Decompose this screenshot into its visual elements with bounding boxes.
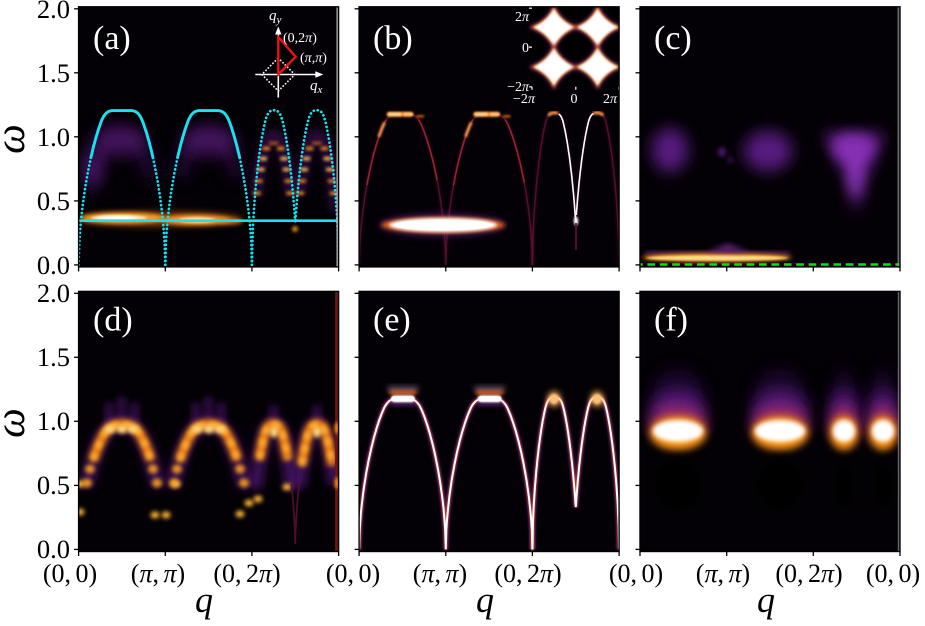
svg-text:q: q xyxy=(757,580,775,620)
svg-text:−2π: −2π xyxy=(513,92,536,107)
svg-text:0: 0 xyxy=(571,92,578,107)
svg-text:(0, 2π): (0, 2π) xyxy=(775,559,842,588)
svg-text:(0, 0): (0, 0) xyxy=(326,559,380,588)
svg-text:(π, π): (π, π) xyxy=(131,559,185,588)
svg-text:0.0: 0.0 xyxy=(37,250,70,280)
svg-text:(0, 0): (0, 0) xyxy=(866,559,920,588)
svg-text:(0, 0): (0, 0) xyxy=(43,559,97,588)
svg-text:ω: ω xyxy=(0,408,34,438)
svg-text:1.5: 1.5 xyxy=(37,58,70,88)
svg-text:(0, 2π): (0, 2π) xyxy=(494,559,561,588)
svg-text:1.0: 1.0 xyxy=(37,406,70,436)
svg-text:2π: 2π xyxy=(603,92,618,107)
svg-text:−2π: −2π xyxy=(507,80,530,95)
svg-text:(d): (d) xyxy=(93,302,133,339)
svg-text:ω: ω xyxy=(0,124,34,154)
svg-text:1.0: 1.0 xyxy=(37,122,70,152)
svg-text:0.0: 0.0 xyxy=(37,534,70,564)
svg-text:(π,π): (π,π) xyxy=(300,51,327,66)
svg-text:(0, 2π): (0, 2π) xyxy=(213,559,280,588)
svg-text:2π: 2π xyxy=(515,10,530,25)
svg-text:(a): (a) xyxy=(93,20,131,57)
svg-text:(π, π): (π, π) xyxy=(696,559,750,588)
svg-text:2.0: 2.0 xyxy=(37,0,70,24)
svg-text:1.5: 1.5 xyxy=(37,342,70,372)
svg-text:2.0: 2.0 xyxy=(37,278,70,308)
svg-text:q: q xyxy=(476,580,494,620)
svg-text:(0, 0): (0, 0) xyxy=(609,559,663,588)
svg-text:0.5: 0.5 xyxy=(37,186,70,216)
svg-text:(π, π): (π, π) xyxy=(413,559,467,588)
svg-text:(b): (b) xyxy=(373,20,413,57)
svg-text:0.5: 0.5 xyxy=(37,470,70,500)
svg-text:(f): (f) xyxy=(654,302,688,339)
svg-text:(e): (e) xyxy=(373,302,411,339)
svg-text:(c): (c) xyxy=(654,20,692,57)
svg-text:0: 0 xyxy=(522,41,529,56)
svg-text:q: q xyxy=(195,580,213,620)
svg-text:(0,2π): (0,2π) xyxy=(283,31,317,46)
